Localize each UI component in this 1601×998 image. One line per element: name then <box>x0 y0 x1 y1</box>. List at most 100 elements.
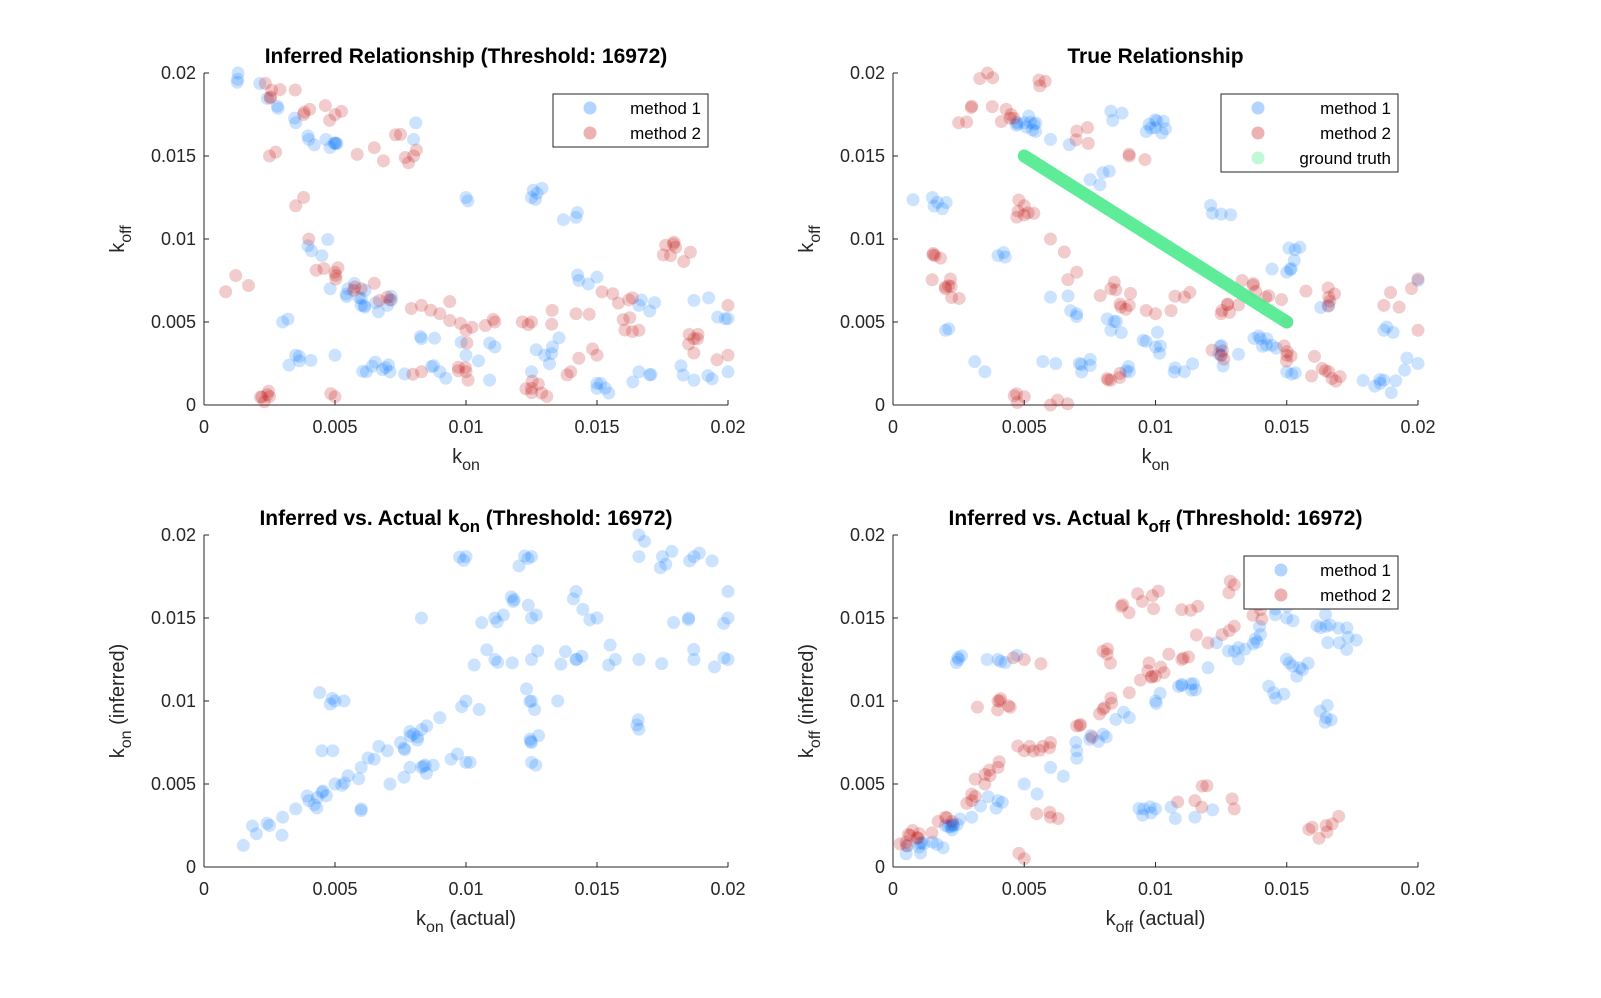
data-point <box>230 75 244 89</box>
y-tick-label: 0 <box>186 395 196 415</box>
data-point <box>1155 126 1169 140</box>
legend-marker <box>1251 101 1265 115</box>
x-tick-label: 0.005 <box>1002 879 1047 899</box>
data-point <box>525 386 539 400</box>
data-point <box>520 682 534 696</box>
data-point <box>292 354 306 368</box>
data-point <box>992 755 1006 769</box>
data-point <box>1191 599 1205 613</box>
data-point <box>1122 365 1136 379</box>
data-point <box>648 296 662 310</box>
data-point <box>1145 670 1159 684</box>
data-point <box>968 789 982 803</box>
data-point <box>1411 357 1425 370</box>
data-point <box>1061 289 1075 303</box>
data-point <box>687 346 701 360</box>
data-point <box>1177 290 1191 304</box>
data-point <box>1012 193 1026 207</box>
data-point <box>542 357 556 371</box>
x-axis-label-suffix: (actual) <box>444 908 516 930</box>
data-point <box>1384 386 1398 400</box>
data-point <box>939 195 953 209</box>
y-tick-label: 0.02 <box>161 63 196 83</box>
data-point <box>903 828 917 842</box>
data-point <box>1070 124 1084 138</box>
data-point <box>354 760 368 774</box>
data-point <box>1029 124 1043 138</box>
data-point <box>705 554 719 568</box>
data-point <box>913 836 927 850</box>
data-point <box>1017 199 1031 213</box>
legend-label: ground truth <box>1299 149 1391 168</box>
data-point <box>608 653 622 666</box>
data-point <box>707 660 721 674</box>
data-point <box>1325 817 1339 831</box>
data-point <box>486 312 500 326</box>
data-point <box>383 365 397 379</box>
data-point <box>1325 372 1339 386</box>
data-point <box>1073 717 1087 731</box>
x-axis-label-subscript: on <box>462 457 480 474</box>
plot-area <box>236 528 735 852</box>
data-point <box>583 613 597 627</box>
data-point <box>329 272 343 286</box>
data-point <box>991 760 1005 774</box>
data-point <box>1154 660 1168 674</box>
plot-area <box>219 66 735 409</box>
data-point <box>1017 116 1031 130</box>
data-point <box>893 837 907 851</box>
x-tick-label: 0.015 <box>1264 879 1309 899</box>
data-point <box>632 365 646 379</box>
data-point <box>595 285 609 299</box>
data-point <box>531 644 545 658</box>
data-point <box>459 191 473 204</box>
data-point <box>1288 366 1302 380</box>
data-point <box>687 550 701 564</box>
data-point <box>467 658 481 672</box>
data-point <box>1114 599 1128 613</box>
data-point <box>265 83 279 97</box>
data-point <box>1139 125 1153 139</box>
data-point <box>315 249 329 263</box>
data-point <box>1299 284 1313 298</box>
data-point <box>1122 149 1136 163</box>
data-point <box>1227 802 1241 816</box>
data-point <box>303 102 317 116</box>
data-point <box>302 794 316 808</box>
y-tick-label: 0 <box>186 857 196 877</box>
y-tick-label: 0 <box>875 395 885 415</box>
data-point <box>602 658 616 672</box>
data-point <box>1017 653 1031 666</box>
data-point <box>1007 111 1021 125</box>
data-point <box>1295 663 1309 677</box>
data-point <box>352 772 366 786</box>
data-point <box>954 649 968 663</box>
data-point <box>506 594 520 608</box>
data-point <box>682 328 696 342</box>
data-point <box>1033 79 1047 93</box>
data-point <box>451 364 465 378</box>
data-point <box>942 322 956 336</box>
data-point <box>356 364 370 378</box>
data-point <box>385 293 399 307</box>
data-point <box>1032 73 1046 87</box>
x-axis-label-subscript: on <box>1152 457 1170 474</box>
data-point <box>368 355 382 369</box>
data-point <box>1044 290 1057 304</box>
data-point <box>1254 628 1267 642</box>
data-point <box>297 108 311 121</box>
series-method-2 <box>925 66 1425 412</box>
data-point <box>328 777 342 791</box>
data-point <box>666 237 680 251</box>
data-point <box>521 598 535 612</box>
data-point <box>1392 300 1406 314</box>
data-point <box>426 758 440 772</box>
y-axis-label-main: k <box>107 242 129 253</box>
x-tick-label: 0.02 <box>1400 417 1435 437</box>
data-point <box>944 280 958 294</box>
data-point <box>1081 136 1095 150</box>
data-point <box>1074 358 1088 372</box>
data-point <box>358 283 372 297</box>
data-point <box>341 282 355 296</box>
data-point <box>1122 686 1136 700</box>
